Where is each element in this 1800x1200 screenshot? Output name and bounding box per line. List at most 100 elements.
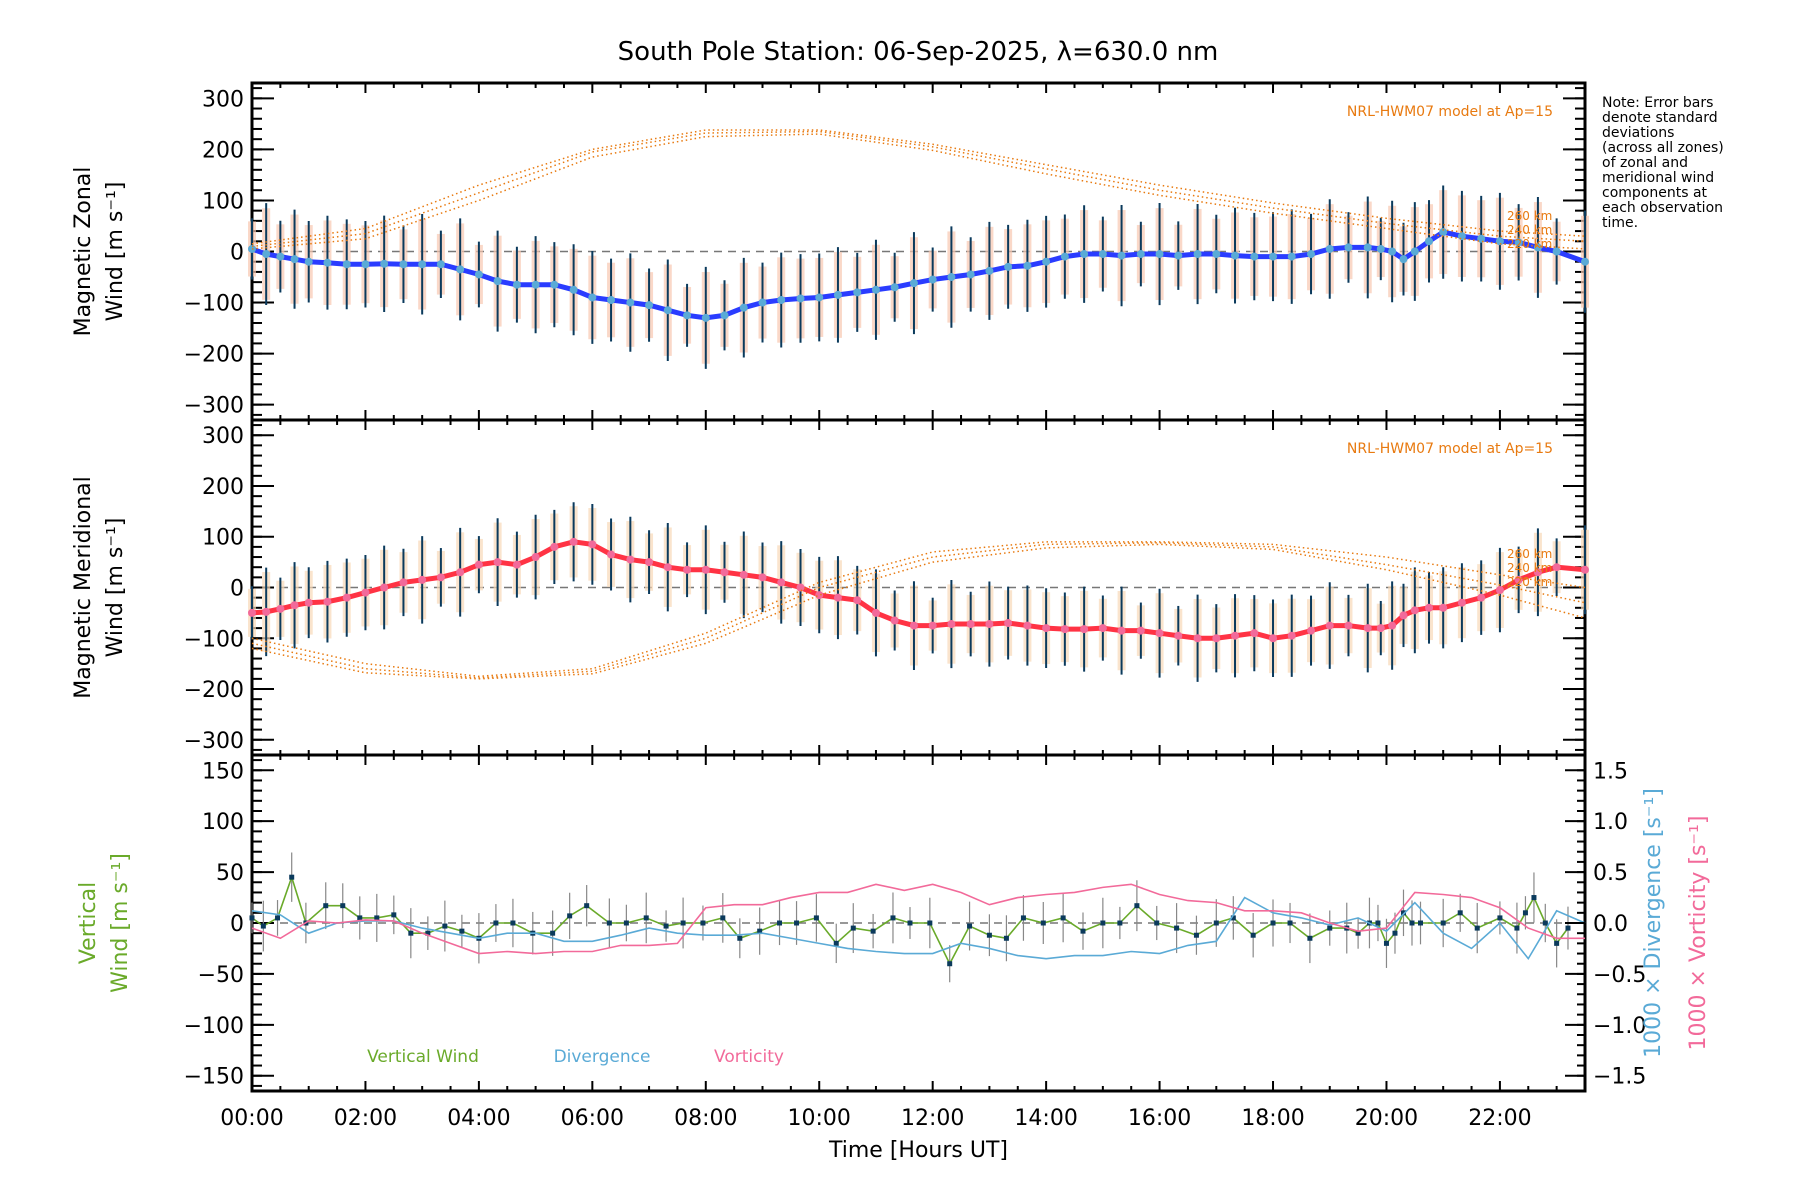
data-point bbox=[290, 255, 299, 264]
data-point bbox=[645, 301, 654, 310]
y-tick-label: −200 bbox=[184, 343, 244, 368]
data-point bbox=[701, 313, 710, 322]
data-point bbox=[909, 279, 918, 288]
data-point bbox=[1004, 619, 1013, 628]
data-point bbox=[260, 923, 266, 929]
data-point bbox=[1154, 920, 1160, 926]
data-point bbox=[1565, 925, 1571, 931]
data-point bbox=[289, 874, 295, 880]
data-point bbox=[1023, 261, 1032, 270]
y2-label-vorticity-text: 1000 × Vorticity [s⁻¹] bbox=[1686, 816, 1711, 1051]
series-line-zonal-wind-mean- bbox=[251, 229, 1586, 321]
data-point bbox=[1409, 920, 1415, 926]
series-line-vorticity bbox=[251, 883, 1585, 955]
y-axis-label-line2: Wind [m s⁻¹] bbox=[103, 518, 128, 658]
data-point bbox=[323, 903, 329, 909]
data-point bbox=[1410, 606, 1419, 615]
y-tick-label: 0 bbox=[230, 577, 244, 602]
y2-tick-label: 1.0 bbox=[1593, 810, 1628, 835]
data-point bbox=[1325, 244, 1334, 253]
data-point bbox=[1155, 250, 1164, 259]
x-tick-label: 18:00 bbox=[1241, 1106, 1304, 1131]
data-point bbox=[683, 565, 692, 574]
y-tick-label: −200 bbox=[184, 678, 244, 703]
data-point bbox=[663, 923, 669, 929]
data-point bbox=[927, 920, 933, 926]
y-tick-label: 100 bbox=[202, 810, 244, 835]
data-point bbox=[813, 915, 819, 921]
data-point bbox=[1250, 932, 1256, 938]
model-line bbox=[251, 130, 1586, 248]
x-tick-label: 12:00 bbox=[901, 1106, 964, 1131]
y-tick-label: −100 bbox=[184, 1014, 244, 1039]
data-point bbox=[967, 923, 973, 929]
data-point bbox=[626, 555, 635, 564]
data-point bbox=[436, 260, 445, 269]
data-point bbox=[850, 925, 856, 931]
data-point bbox=[474, 560, 483, 569]
y2-axis-label-vorticity: 1000 × Vorticity [s⁻¹] bbox=[1686, 816, 1711, 1051]
data-point bbox=[399, 260, 408, 269]
data-point bbox=[720, 568, 729, 577]
x-tick-label: 22:00 bbox=[1468, 1106, 1531, 1131]
panel-zonal: 300 200 100 0 −100 −200 −300 Magnetic Zonal Wind… bbox=[71, 81, 1589, 422]
data-point bbox=[342, 260, 351, 269]
y-tick-label: −300 bbox=[184, 394, 244, 419]
data-point bbox=[459, 928, 465, 934]
data-point bbox=[870, 928, 876, 934]
data-point bbox=[739, 303, 748, 312]
data-point bbox=[1060, 625, 1069, 634]
data-point bbox=[1003, 935, 1009, 941]
data-point bbox=[683, 311, 692, 320]
data-point bbox=[815, 591, 824, 600]
data-point bbox=[796, 294, 805, 303]
data-point bbox=[361, 588, 370, 597]
data-point bbox=[607, 550, 616, 559]
data-point bbox=[1193, 250, 1202, 259]
data-point bbox=[531, 553, 540, 562]
data-point bbox=[408, 930, 414, 936]
data-point bbox=[966, 270, 975, 279]
data-point bbox=[985, 266, 994, 275]
model-label: NRL-HWM07 model at Ap=15 bbox=[1347, 441, 1553, 457]
data-point bbox=[928, 275, 937, 284]
data-point bbox=[588, 540, 597, 549]
data-point bbox=[584, 903, 590, 909]
data-point bbox=[1230, 915, 1236, 921]
data-point bbox=[262, 607, 271, 616]
data-point bbox=[1231, 631, 1240, 640]
y-tick-label: 100 bbox=[202, 526, 244, 551]
model-line bbox=[251, 541, 1586, 678]
y-tick-label: −100 bbox=[184, 627, 244, 652]
data-point bbox=[1287, 920, 1293, 926]
y2-tick-label: −1.0 bbox=[1593, 1014, 1646, 1039]
data-point bbox=[323, 258, 332, 267]
data-point bbox=[391, 912, 397, 918]
data-point bbox=[1376, 244, 1385, 253]
model-line bbox=[251, 129, 1586, 245]
data-point bbox=[853, 288, 862, 297]
data-point bbox=[374, 915, 380, 921]
data-point bbox=[737, 935, 743, 941]
data-point bbox=[276, 252, 285, 261]
data-point bbox=[456, 568, 465, 577]
x-tick-label: 06:00 bbox=[561, 1106, 624, 1131]
y-axis-label-line1: Magnetic Meridional bbox=[71, 476, 96, 698]
data-point bbox=[833, 593, 842, 602]
y-tick-label: −300 bbox=[184, 729, 244, 754]
data-point bbox=[425, 930, 431, 936]
data-point bbox=[304, 598, 313, 607]
data-point bbox=[1388, 621, 1397, 630]
data-point bbox=[1440, 920, 1446, 926]
y-tick-label: 300 bbox=[202, 424, 244, 449]
y-tick-label: −100 bbox=[184, 292, 244, 317]
data-point bbox=[550, 930, 556, 936]
data-point bbox=[1270, 920, 1276, 926]
y2-label-divergence-text: 1000 × Divergence [s⁻¹] bbox=[1641, 788, 1666, 1058]
data-point bbox=[1344, 243, 1353, 252]
data-point bbox=[1174, 251, 1183, 260]
y-axis-label-line2: Wind [m s⁻¹] bbox=[103, 182, 128, 322]
data-point bbox=[1533, 568, 1542, 577]
x-tick-label: 10:00 bbox=[788, 1106, 851, 1131]
data-point bbox=[380, 583, 389, 592]
